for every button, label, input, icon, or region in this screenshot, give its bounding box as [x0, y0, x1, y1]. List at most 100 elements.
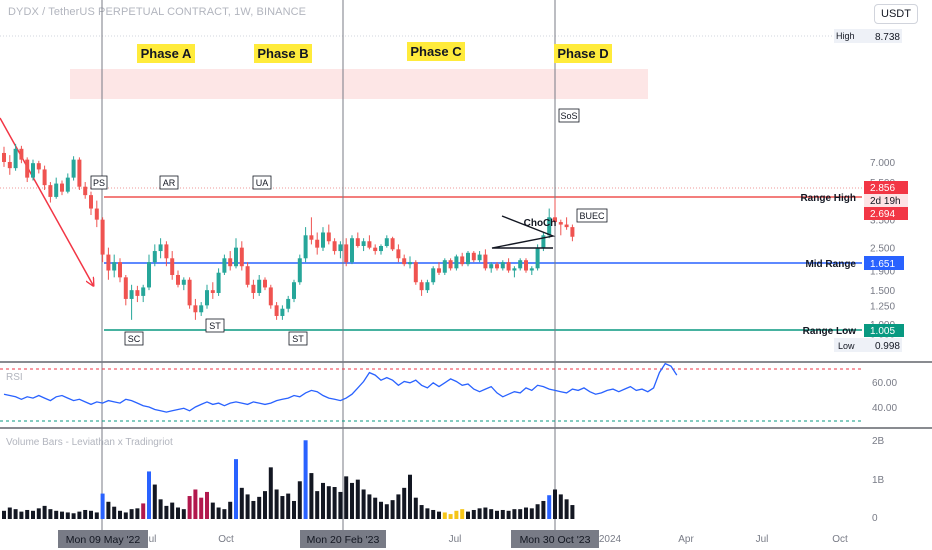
volume-bar — [396, 494, 401, 519]
volume-bar — [338, 491, 343, 519]
volume-bar — [413, 497, 418, 519]
volume-bar — [83, 509, 88, 519]
volume-bar — [274, 489, 279, 519]
volume-bar — [19, 511, 24, 519]
candle-body — [42, 169, 47, 186]
time-tick-oct24: Oct — [832, 534, 848, 545]
candle-body — [54, 183, 59, 197]
volume-bar — [89, 510, 93, 519]
volume-bar — [48, 509, 53, 519]
volume-bar — [448, 514, 453, 519]
buec-box — [576, 208, 608, 223]
volume-bar — [263, 491, 267, 519]
candle-body — [535, 247, 540, 269]
sc-box — [124, 331, 144, 346]
candle-body — [112, 262, 117, 271]
candle-body — [303, 235, 308, 259]
candle-body — [210, 290, 215, 293]
candle-body — [547, 217, 552, 236]
st2-box — [288, 331, 308, 346]
candle-body — [437, 268, 441, 273]
volume-bar — [437, 511, 441, 519]
currency-button[interactable]: USDT — [874, 4, 918, 24]
candle-body — [297, 258, 302, 283]
candle-body — [60, 183, 64, 192]
candle-body — [181, 279, 186, 285]
countdown-badge — [864, 194, 908, 207]
candle-body — [384, 238, 389, 247]
volume-bar — [2, 510, 6, 519]
candle-body — [222, 258, 227, 273]
volume-tick-0: 0 — [872, 513, 878, 524]
ua-box — [252, 175, 272, 190]
candle-body — [170, 258, 175, 275]
candle-body — [141, 287, 146, 296]
volume-bar — [193, 489, 198, 519]
candle-body — [199, 305, 204, 313]
volume-bar — [187, 496, 192, 519]
candle-body — [94, 208, 99, 220]
time-tick-jul24: Jul — [756, 534, 769, 545]
candle-body — [390, 238, 395, 250]
time-tick-jul23: Jul — [449, 534, 462, 545]
phase-d-bg — [554, 44, 612, 63]
choch-label: ChoCh — [524, 218, 557, 229]
candle-body — [442, 260, 447, 273]
low-badge-label: Low — [838, 341, 855, 351]
volume-bar — [524, 507, 528, 519]
high-badge-value: 8.738 — [875, 32, 900, 43]
candle-body — [321, 232, 325, 248]
phase-d-label: Phase D — [557, 46, 608, 61]
time-axis[interactable]: Jul Oct Jul 2024 Apr Jul Oct Mon 09 May … — [58, 530, 848, 548]
volume-bar — [326, 486, 331, 519]
volume-bar — [495, 510, 499, 519]
volume-bar — [558, 494, 563, 519]
candle-body — [309, 235, 314, 240]
cursor-label-feb23: Mon 20 Feb '23 — [307, 534, 380, 546]
time-tick-apr24: Apr — [678, 534, 694, 545]
volume-bar — [123, 512, 128, 519]
candle-body — [129, 290, 134, 299]
volume-bar — [390, 500, 395, 519]
volume-bar — [355, 479, 360, 519]
cursor-label-may22: Mon 09 May '22 — [66, 534, 141, 546]
candle-body — [216, 272, 221, 293]
candle-body — [355, 238, 360, 247]
volume-bar — [222, 509, 227, 519]
volume-bar — [454, 510, 459, 519]
candle-body — [367, 241, 372, 248]
buec-label: BUEC — [579, 211, 605, 221]
volume-bar — [205, 491, 209, 519]
cursor-label-oct23-bg — [511, 530, 599, 548]
rsi-tick-60: 60.00 — [872, 378, 897, 389]
candle-body — [65, 177, 70, 192]
volume-bar — [431, 509, 436, 519]
volume-bar — [477, 508, 482, 519]
candle-body — [512, 268, 517, 271]
candle-body — [315, 239, 320, 248]
volume-bar — [535, 504, 540, 519]
volume-bar — [54, 510, 59, 519]
candle-body — [135, 290, 140, 296]
volume-bar — [500, 509, 505, 519]
candle-body — [147, 262, 151, 288]
phase-labels: Phase A Phase B Phase C Phase D — [137, 42, 612, 63]
phase-c-bg — [407, 42, 465, 61]
candle-body — [83, 186, 88, 196]
volume-bars-group — [2, 440, 575, 519]
price-badges: High 8.738 2.856 2d 19h 2.694 1.651 1.00… — [834, 29, 908, 352]
candle-body — [234, 247, 238, 267]
high-badge-label: High — [836, 31, 855, 41]
volume-bar — [321, 482, 325, 519]
candle-body — [89, 195, 93, 209]
volume-bar — [94, 512, 99, 519]
time-tick-jul22: Jul — [144, 534, 157, 545]
candle-body — [36, 163, 41, 170]
candle-body — [431, 268, 436, 283]
low-badge-value: 0.998 — [875, 341, 900, 352]
price-tick: 2.500 — [870, 244, 895, 255]
rsi-tick-40: 40.00 — [872, 403, 897, 414]
volume-bar — [234, 459, 238, 519]
volume-bar — [112, 506, 117, 519]
